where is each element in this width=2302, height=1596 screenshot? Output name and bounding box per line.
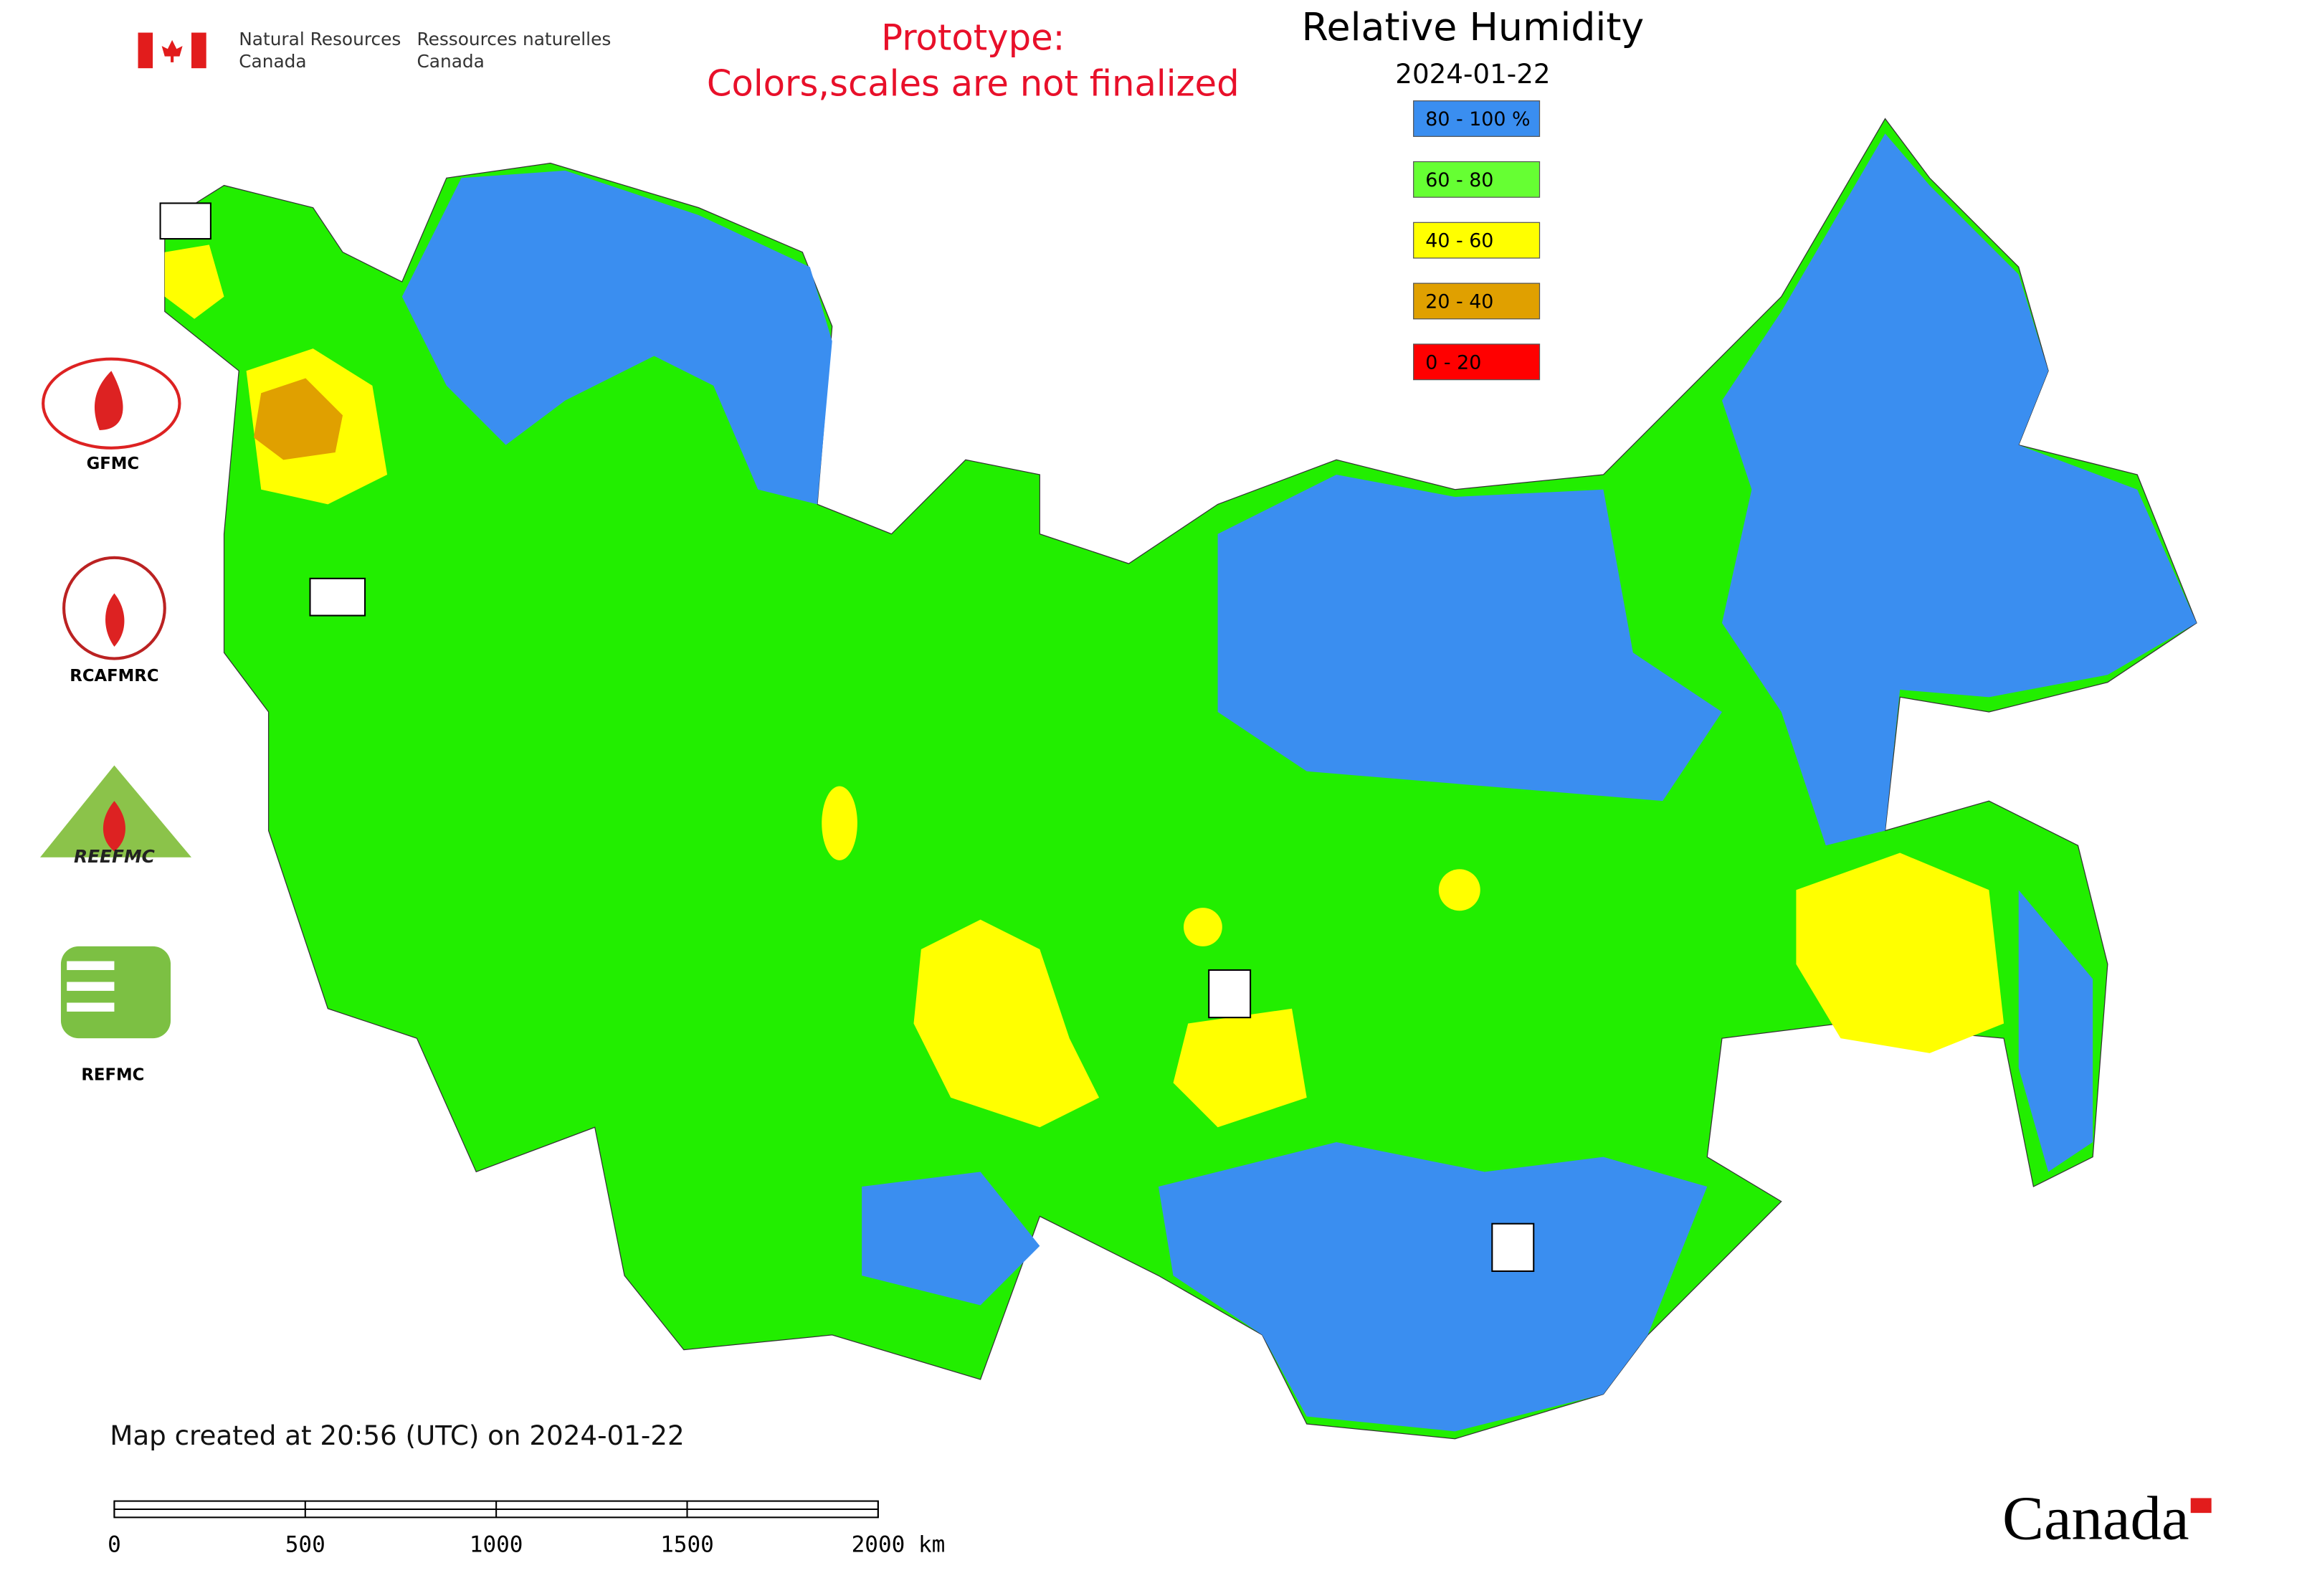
scale-bar: 0 500 1000 1500 2000 km bbox=[108, 1500, 946, 1558]
agency-name-fr: Canada bbox=[417, 51, 484, 72]
legend-swatch bbox=[1413, 161, 1541, 198]
logo-flame bbox=[105, 593, 125, 647]
logo-rcafmrc: RCAFMRC bbox=[62, 556, 166, 685]
dry-region bbox=[1184, 908, 1222, 946]
prototype-notice: Prototype: bbox=[881, 16, 1065, 58]
dry-region bbox=[1173, 1008, 1307, 1128]
government-signature: Natural Resources Canada Ressources natu… bbox=[138, 29, 611, 72]
center-marker bbox=[159, 202, 211, 240]
legend-swatch bbox=[1413, 100, 1541, 137]
logo-flame bbox=[103, 801, 125, 852]
humid-region bbox=[862, 1172, 1040, 1306]
center-marker bbox=[309, 577, 366, 617]
scale-bar-label: 1500 bbox=[660, 1532, 714, 1558]
agency-name-en: Canada bbox=[239, 51, 306, 72]
dry-region bbox=[822, 786, 857, 860]
wordmark-flag bbox=[2190, 1498, 2212, 1514]
landmass bbox=[164, 118, 2197, 1440]
agency-name-en: Natural Resources bbox=[239, 29, 401, 49]
dry-region bbox=[164, 244, 224, 319]
legend-label: 40 - 60 bbox=[1425, 230, 1493, 252]
logo-label: REEFMC bbox=[74, 846, 155, 867]
maple-leaf bbox=[161, 39, 183, 62]
logo-stripe bbox=[67, 982, 115, 991]
legend-swatch bbox=[1413, 343, 1541, 381]
humid-region bbox=[1217, 475, 1722, 802]
scale-bar-label: 500 bbox=[285, 1532, 325, 1558]
logo-label: RCAFMRC bbox=[70, 667, 158, 685]
logo-flame bbox=[94, 371, 123, 430]
legend: 80 - 100 % 60 - 80 40 - 60 20 - 40 0 - 20 bbox=[1413, 100, 1541, 381]
agency-name-fr: Ressources naturelles bbox=[417, 29, 611, 49]
center-marker bbox=[1208, 969, 1252, 1019]
legend-label: 20 - 40 bbox=[1425, 291, 1493, 313]
legend-label: 0 - 20 bbox=[1425, 351, 1481, 374]
dry-region bbox=[1438, 869, 1480, 911]
center-marker bbox=[1491, 1222, 1535, 1272]
map-title: Relative Humidity bbox=[1302, 4, 1645, 49]
legend-swatch bbox=[1413, 282, 1541, 320]
logo-stripe bbox=[67, 1002, 115, 1012]
prototype-notice: Colors,scales are not finalized bbox=[707, 62, 1240, 104]
legend-swatch bbox=[1413, 222, 1541, 259]
scale-bar-label: 1000 bbox=[470, 1532, 523, 1558]
logo-reefmc bbox=[39, 765, 192, 858]
legend-label: 80 - 100 % bbox=[1425, 108, 1530, 130]
creation-note: Map created at 20:56 (UTC) on 2024-01-22 bbox=[110, 1420, 684, 1451]
flag-bar bbox=[138, 32, 153, 69]
logo-label: REFMC bbox=[81, 1065, 144, 1084]
dry-region bbox=[1796, 852, 2004, 1053]
humid-region bbox=[1721, 133, 2197, 846]
logo-label: GFMC bbox=[87, 455, 140, 473]
logo-emblem bbox=[42, 357, 181, 450]
logo-refmc: REFMC bbox=[60, 946, 171, 1084]
scale-bar-label: 2000 km bbox=[852, 1532, 946, 1558]
map-date: 2024-01-22 bbox=[1395, 58, 1550, 90]
dry-region bbox=[913, 919, 1100, 1128]
scale-bar-label: 0 bbox=[108, 1532, 121, 1558]
logo-emblem bbox=[60, 946, 171, 1039]
humid-region bbox=[401, 170, 832, 505]
humid-region bbox=[2018, 890, 2093, 1172]
flag-bar bbox=[191, 32, 206, 69]
humid-region bbox=[1158, 1141, 1708, 1432]
logo-gfmc: GFMC bbox=[42, 357, 181, 473]
dry-region bbox=[253, 378, 343, 460]
legend-label: 60 - 80 bbox=[1425, 169, 1493, 191]
canada-wordmark: Canada bbox=[2002, 1484, 2189, 1553]
logo-stripe bbox=[67, 961, 115, 970]
